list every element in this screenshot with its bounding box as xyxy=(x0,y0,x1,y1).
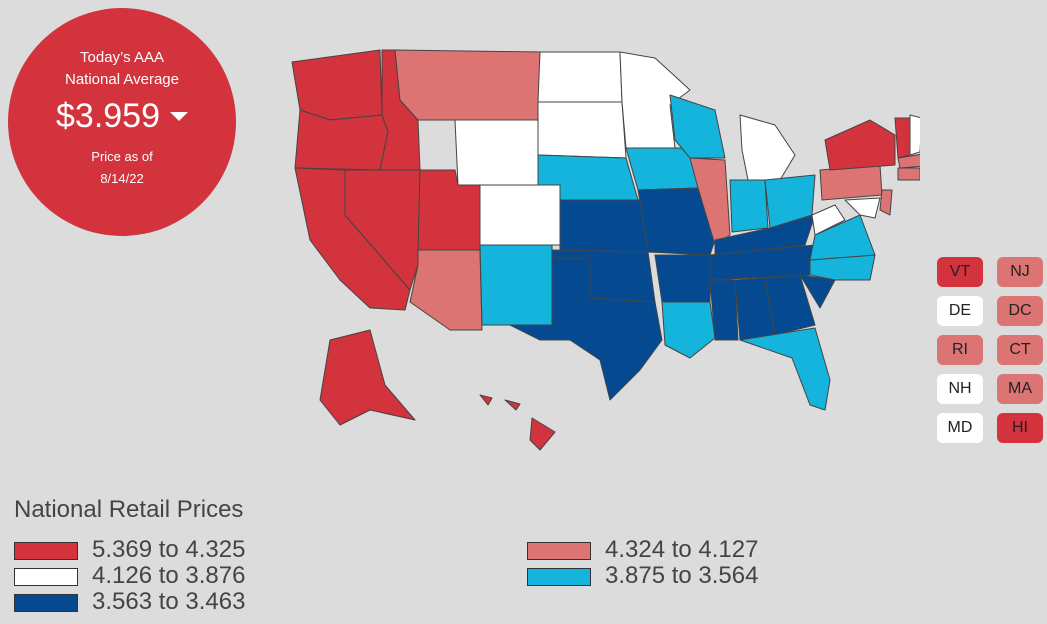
state-sd[interactable] xyxy=(537,101,627,159)
state-wi[interactable] xyxy=(669,94,726,159)
state-az[interactable] xyxy=(409,249,483,331)
state-chip-ma[interactable]: MA xyxy=(997,374,1043,404)
state-chip-ri[interactable]: RI xyxy=(937,335,983,365)
legend-swatch xyxy=(527,568,591,586)
state-chip-vt[interactable]: VT xyxy=(937,257,983,287)
state-chip-md[interactable]: MD xyxy=(937,413,983,443)
state-mi[interactable] xyxy=(739,114,796,181)
legend-label: 3.563 to 3.463 xyxy=(92,588,246,615)
state-in[interactable] xyxy=(729,179,769,233)
state-ga[interactable] xyxy=(764,274,816,336)
state-chip-nh[interactable]: NH xyxy=(937,374,983,404)
legend-label: 5.369 to 4.325 xyxy=(92,536,246,563)
badge-title-line1: Today’s AAA xyxy=(80,49,164,66)
legend-swatch xyxy=(14,542,78,560)
legend-label: 4.324 to 4.127 xyxy=(605,536,759,563)
state-va[interactable] xyxy=(809,214,876,261)
badge-title-line2: National Average xyxy=(65,71,179,88)
national-average-badge: Today’s AAA National Average $3.959 Pric… xyxy=(8,8,236,236)
state-nj[interactable] xyxy=(879,189,893,216)
state-nh[interactable] xyxy=(909,114,920,156)
state-co[interactable] xyxy=(479,184,561,246)
state-la[interactable] xyxy=(661,301,716,359)
state-fl[interactable] xyxy=(739,327,831,411)
price-value: $3.959 xyxy=(56,97,160,135)
state-sc[interactable] xyxy=(799,274,836,309)
asof-date: 8/14/22 xyxy=(100,171,144,186)
state-hi[interactable] xyxy=(479,394,556,451)
state-chip-hi[interactable]: HI xyxy=(997,413,1043,443)
state-ct[interactable] xyxy=(897,167,920,181)
state-nd[interactable] xyxy=(537,51,623,103)
legend-title: National Retail Prices xyxy=(14,496,244,523)
legend-swatch xyxy=(14,594,78,612)
state-mn[interactable] xyxy=(619,51,691,149)
legend-swatch xyxy=(14,568,78,586)
state-chip-de[interactable]: DE xyxy=(937,296,983,326)
state-chip-nj[interactable]: NJ xyxy=(997,257,1043,287)
state-ak[interactable] xyxy=(319,329,416,426)
state-ma[interactable] xyxy=(897,152,920,169)
state-tx[interactable] xyxy=(509,257,663,401)
state-md[interactable] xyxy=(844,197,881,219)
national-average-price: $3.959 xyxy=(8,96,236,136)
state-mt[interactable] xyxy=(394,49,541,121)
state-chip-dc[interactable]: DC xyxy=(997,296,1043,326)
state-chip-ct[interactable]: CT xyxy=(997,335,1043,365)
state-wy[interactable] xyxy=(454,119,539,186)
state-ar[interactable] xyxy=(654,254,711,303)
state-ms[interactable] xyxy=(709,279,739,341)
legend-label: 3.875 to 3.564 xyxy=(605,562,759,589)
caret-down-icon xyxy=(170,111,188,121)
state-mo[interactable] xyxy=(637,187,716,256)
legend-label: 4.126 to 3.876 xyxy=(92,562,246,589)
us-gas-price-map xyxy=(291,49,920,451)
state-ky[interactable] xyxy=(714,214,816,256)
state-wv[interactable] xyxy=(811,204,846,236)
state-nm[interactable] xyxy=(479,244,553,326)
legend-swatch xyxy=(527,542,591,560)
state-or[interactable] xyxy=(294,109,389,171)
state-pa[interactable] xyxy=(819,164,883,201)
state-ks[interactable] xyxy=(559,199,649,253)
asof-label: Price as of xyxy=(91,149,153,164)
state-ny[interactable] xyxy=(824,119,896,171)
state-wa[interactable] xyxy=(291,49,383,121)
state-vt[interactable] xyxy=(894,117,911,159)
